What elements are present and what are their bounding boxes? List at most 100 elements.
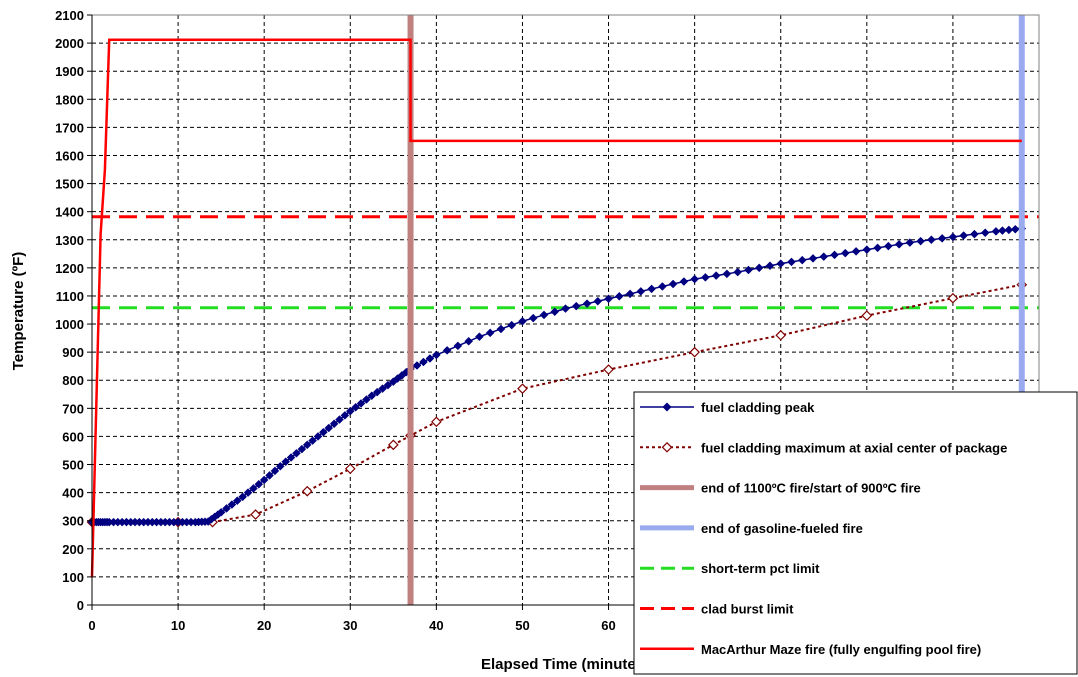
data-point: [528, 313, 538, 323]
data-point: [286, 453, 296, 462]
data-point: [356, 399, 366, 408]
legend-item-6: MacArthur Maze fire (fully engulfing poo…: [640, 642, 981, 657]
data-point: [582, 299, 592, 309]
data-point: [324, 423, 334, 433]
data-point: [668, 279, 678, 289]
data-point: [485, 328, 495, 338]
data-point: [679, 277, 689, 286]
data-point: [340, 411, 350, 420]
data-point: [861, 310, 873, 321]
data-point: [313, 432, 323, 441]
data-point: [419, 357, 428, 367]
data-point: [980, 228, 990, 238]
y-tick-label: 2100: [55, 8, 84, 23]
data-point: [894, 239, 904, 249]
data-point: [378, 384, 387, 394]
data-point: [425, 354, 435, 363]
data-point: [507, 320, 517, 330]
data-point: [604, 294, 613, 304]
data-point: [372, 387, 382, 397]
data-point: [464, 336, 474, 346]
data-point: [916, 236, 925, 246]
data-point: [905, 238, 915, 247]
data-point: [998, 226, 1007, 235]
series-0: [87, 224, 1027, 527]
x-tick-label: 10: [171, 618, 185, 633]
data-point: [297, 444, 307, 454]
y-tick-label: 1100: [56, 289, 84, 304]
data-point: [475, 332, 484, 342]
legend-marker: [662, 402, 672, 412]
y-tick-label: 1400: [55, 205, 84, 220]
data-point: [550, 307, 560, 317]
legend-marker: [661, 441, 673, 453]
data-point: [431, 416, 442, 428]
data-point: [432, 350, 441, 360]
data-point: [442, 346, 452, 355]
y-tick-label: 900: [62, 345, 84, 360]
data-point: [362, 395, 371, 404]
legend-item-0: fuel cladding peak: [640, 400, 815, 415]
data-point: [701, 272, 710, 282]
y-tick-label: 1300: [55, 233, 84, 248]
data-point: [216, 507, 226, 517]
y-tick-label: 2000: [55, 36, 84, 51]
data-point: [254, 479, 264, 489]
data-point: [614, 291, 624, 301]
data-point: [517, 383, 528, 395]
legend-item-2: end of 1100ºC fire/start of 900ºC fire: [640, 481, 921, 496]
data-point: [238, 492, 248, 502]
data-point: [387, 439, 399, 451]
x-tick-label: 30: [343, 618, 357, 633]
x-axis-label: Elapsed Time (minutes): [481, 656, 649, 673]
y-tick-label: 1700: [55, 120, 84, 135]
data-point: [292, 448, 301, 458]
legend-label: short-term pct limit: [701, 561, 820, 576]
data-point: [754, 263, 764, 273]
data-point: [883, 241, 893, 251]
data-point: [873, 243, 882, 253]
legend-item-4: short-term pct limit: [640, 561, 820, 576]
plot-area: [86, 15, 1039, 605]
legend-item-5: clad burst limit: [640, 602, 794, 617]
y-tick-label: 1900: [55, 64, 84, 79]
data-point: [959, 231, 969, 240]
data-point: [243, 488, 253, 497]
data-point: [937, 234, 947, 243]
data-point: [571, 301, 581, 311]
data-point: [722, 269, 732, 279]
data-point: [947, 292, 959, 304]
data-point: [344, 463, 356, 475]
data-point: [689, 346, 700, 358]
data-point: [776, 259, 786, 268]
data-point: [765, 261, 775, 271]
legend-item-1: fuel cladding maximum at axial center of…: [640, 440, 1007, 455]
y-tick-label: 500: [62, 458, 84, 473]
data-point: [345, 406, 355, 416]
x-tick-label: 50: [515, 618, 529, 633]
data-point: [840, 248, 850, 258]
data-point: [927, 235, 936, 245]
data-point: [259, 475, 269, 485]
data-point: [222, 504, 231, 513]
y-tick-label: 1500: [55, 177, 84, 192]
y-tick-label: 1800: [55, 92, 84, 107]
data-point: [308, 436, 317, 445]
data-point: [518, 316, 527, 326]
data-point: [603, 364, 614, 375]
legend-label: end of gasoline-fueled fire: [701, 521, 863, 536]
data-point: [593, 296, 603, 306]
data-point: [539, 310, 549, 320]
data-point: [232, 496, 242, 506]
data-point: [1004, 225, 1014, 235]
data-point: [711, 271, 721, 280]
x-tick-label: 60: [601, 618, 615, 633]
x-tick-label: 0: [88, 618, 95, 633]
data-point: [319, 427, 328, 437]
legend: fuel cladding peak fuel cladding maximum …: [633, 391, 1078, 675]
y-tick-label: 600: [62, 429, 84, 444]
data-point: [270, 466, 280, 476]
data-point: [625, 289, 635, 299]
data-point: [775, 329, 787, 341]
